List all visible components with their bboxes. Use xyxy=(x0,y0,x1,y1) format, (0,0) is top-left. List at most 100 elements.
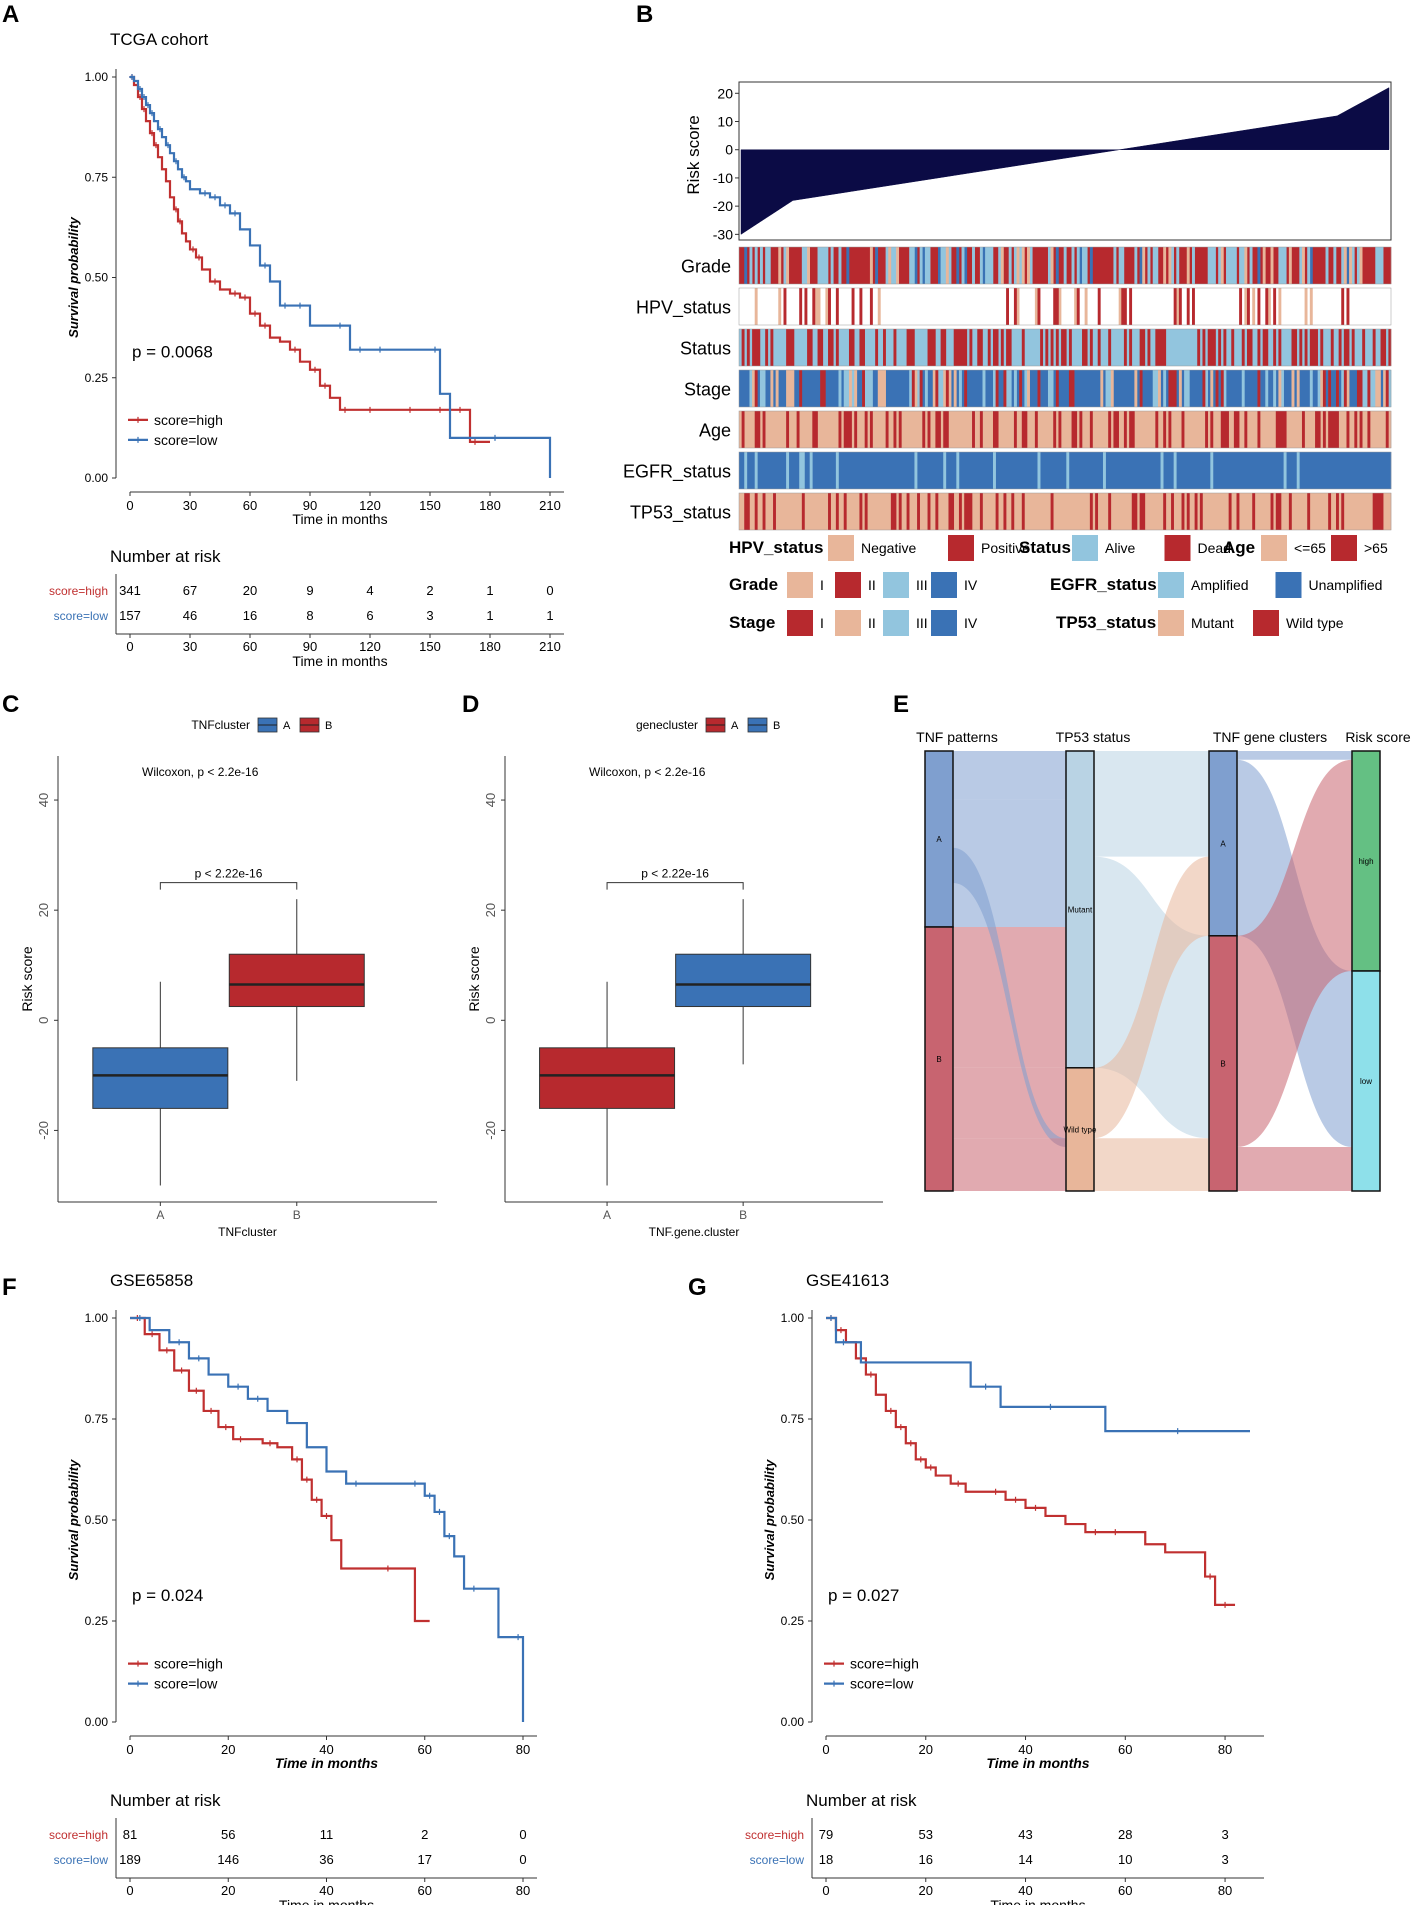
sankey-node-label: A xyxy=(936,835,942,844)
legend-label: Unamplified xyxy=(1309,577,1383,593)
x-tick-label: 0 xyxy=(822,1742,829,1757)
censor-mark xyxy=(292,346,298,353)
sankey-flow xyxy=(1094,1138,1209,1191)
sankey-flow xyxy=(953,1067,1066,1139)
legend-label: I xyxy=(820,615,824,631)
sankey-axis-label: Risk score xyxy=(1345,729,1411,745)
y-tick-label: 0.25 xyxy=(781,1614,805,1628)
censor-mark xyxy=(202,190,208,197)
track-frame xyxy=(738,451,1392,490)
x-tick-label: 30 xyxy=(183,498,197,513)
risk-count: 14 xyxy=(1018,1852,1032,1867)
track-frame xyxy=(738,369,1392,408)
censor-mark xyxy=(294,1456,301,1463)
censor-mark xyxy=(195,1355,202,1362)
risk-x-tick-label: 60 xyxy=(1118,1883,1132,1898)
track-cells xyxy=(749,370,1392,407)
legend-label: score=high xyxy=(850,1656,919,1672)
censor-mark xyxy=(165,142,171,149)
legend-label: Alive xyxy=(1105,540,1136,556)
censor-mark xyxy=(181,174,187,181)
risk-x-tick-label: 180 xyxy=(479,639,501,654)
censor-mark xyxy=(313,1496,320,1503)
sankey-node xyxy=(924,926,954,1192)
x-tick-label: 60 xyxy=(418,1742,432,1757)
km-curve-low xyxy=(130,1316,525,1722)
censor-mark xyxy=(955,1480,962,1487)
censor-mark xyxy=(149,130,155,137)
legend-label: <=65 xyxy=(1294,540,1326,556)
legend-label: IV xyxy=(964,615,978,631)
risk-count: 11 xyxy=(320,1827,334,1842)
risk-plot-frame xyxy=(738,81,1392,241)
risk-row-label: score=high xyxy=(49,584,108,598)
y-tick-label: 10 xyxy=(717,114,733,130)
y-tick-label: 0 xyxy=(725,142,733,158)
p-value-label: p = 0.0068 xyxy=(132,343,213,362)
track-label: EGFR_status xyxy=(623,462,731,483)
censor-mark xyxy=(515,1634,522,1641)
sankey-flow xyxy=(1094,856,1209,1139)
track-cells xyxy=(739,411,1392,448)
x-tick-label: 0 xyxy=(126,498,133,513)
censor-mark xyxy=(1112,1529,1119,1536)
legend-label: III xyxy=(916,577,928,593)
sankey-node xyxy=(1351,970,1381,1192)
legend-label: B xyxy=(773,720,780,732)
risk-row-label: score=low xyxy=(54,1853,109,1867)
y-tick-label: 1.00 xyxy=(781,1311,805,1325)
censor-mark xyxy=(232,210,238,217)
censor-mark xyxy=(917,1456,924,1463)
track-cells xyxy=(752,370,1387,407)
sankey-node-label: low xyxy=(1360,1077,1372,1086)
censor-mark xyxy=(407,406,413,413)
panel-letter-a: A xyxy=(2,1,19,28)
km-curve-high xyxy=(130,1316,430,1623)
risk-x-tick-label: 0 xyxy=(822,1883,829,1898)
censor-mark xyxy=(212,278,218,285)
censor-mark xyxy=(457,406,463,413)
panel-letter-g: G xyxy=(688,1274,707,1301)
y-tick-label: -20 xyxy=(483,1121,498,1140)
sankey-axis-label: TNF gene clusters xyxy=(1213,729,1327,745)
risk-count: 36 xyxy=(319,1852,333,1867)
legend-swatch xyxy=(883,610,909,636)
y-tick-label: 0.50 xyxy=(781,1513,805,1527)
risk-count: 3 xyxy=(1221,1827,1228,1842)
censor-mark xyxy=(196,254,202,261)
legend-swatch xyxy=(1072,535,1098,561)
risk-count: 46 xyxy=(183,608,197,623)
legend-title: Stage xyxy=(729,613,775,632)
test-label: Wilcoxon, p < 2.2e-16 xyxy=(589,765,706,779)
y-tick-label: 40 xyxy=(36,793,51,807)
risk-count: 10 xyxy=(1118,1852,1132,1867)
censor-mark xyxy=(149,110,155,117)
censor-mark xyxy=(173,206,179,213)
censor-mark xyxy=(887,1407,894,1414)
risk-x-axis-label: Time in months xyxy=(292,653,387,669)
risk-count: 79 xyxy=(819,1827,833,1842)
track-label: Status xyxy=(680,339,731,359)
chart-title: TCGA cohort xyxy=(110,30,209,49)
legend-label: >65 xyxy=(1364,540,1388,556)
risk-count: 3 xyxy=(426,608,433,623)
censor-mark xyxy=(492,434,498,441)
censor-mark xyxy=(384,1565,391,1572)
legend-swatch xyxy=(883,572,909,598)
legend-label: Amplified xyxy=(1191,577,1249,593)
sankey-node-label: B xyxy=(936,1055,941,1064)
risk-count: 16 xyxy=(243,608,257,623)
censor-mark xyxy=(136,1315,143,1321)
p-value-label: p = 0.027 xyxy=(828,1586,899,1605)
legend-title: TP53_status xyxy=(1056,613,1156,632)
x-tick-label: 80 xyxy=(516,1742,530,1757)
track-frame xyxy=(738,410,1392,449)
panel-letter-f: F xyxy=(2,1274,17,1301)
legend-title: EGFR_status xyxy=(1050,575,1157,594)
censor-mark xyxy=(837,1327,844,1334)
y-tick-label: 0.00 xyxy=(85,1715,109,1729)
track-frame xyxy=(738,492,1392,531)
censor-mark xyxy=(190,246,196,253)
x-tick-label: B xyxy=(739,1208,747,1222)
